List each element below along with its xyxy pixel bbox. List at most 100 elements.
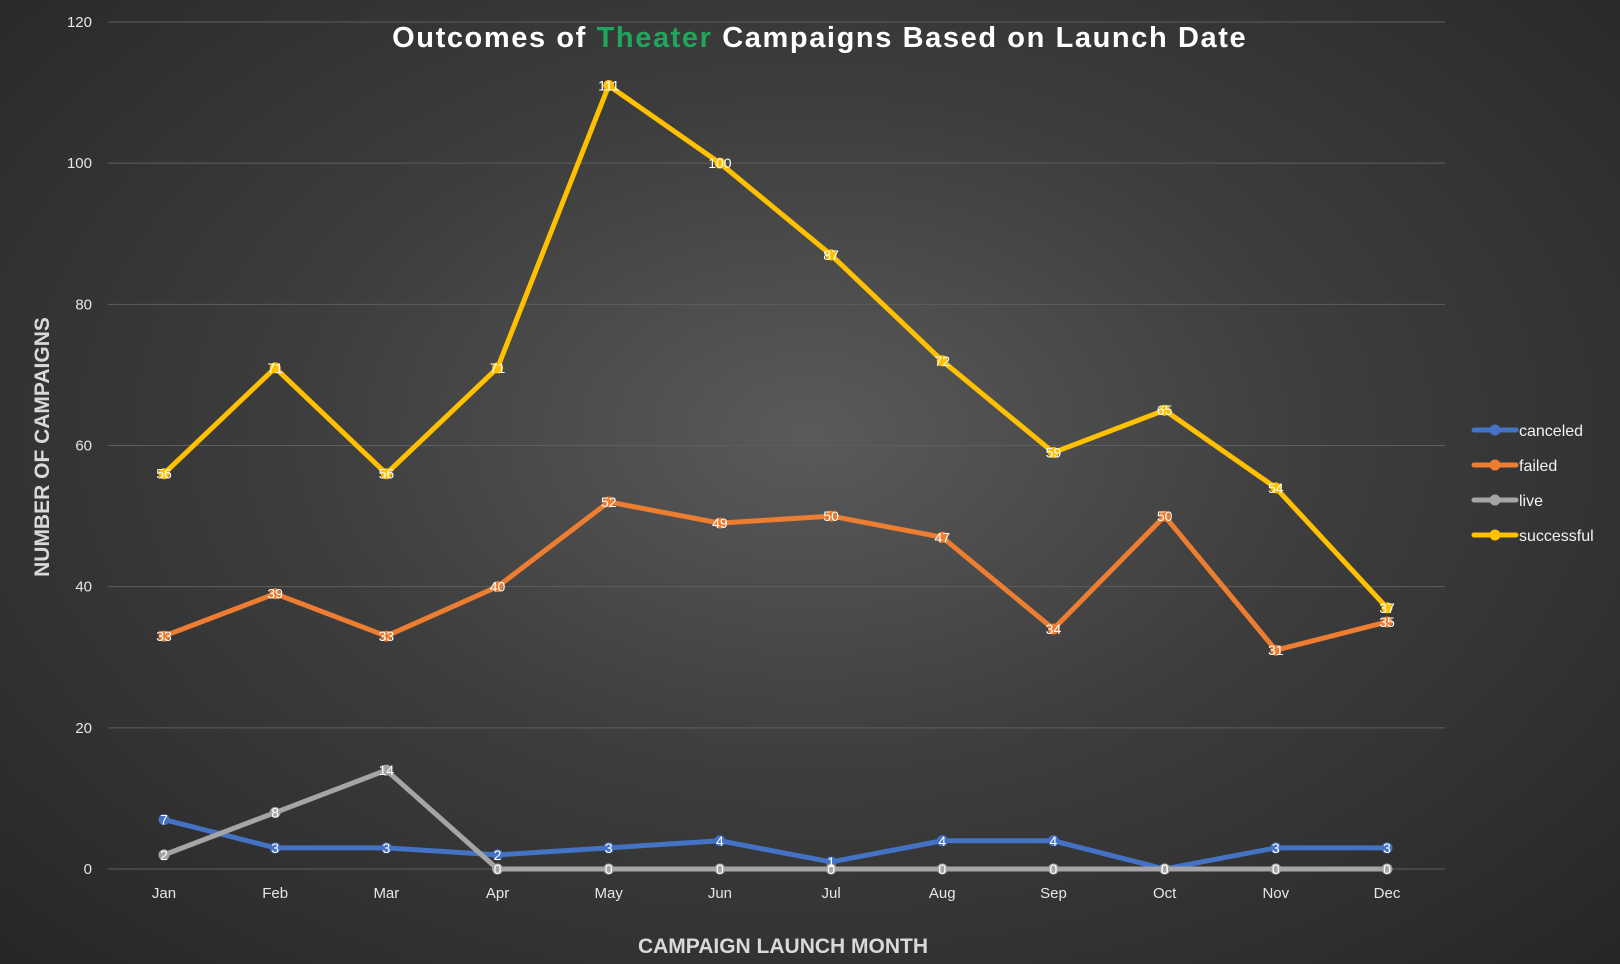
data-label-successful-may: 111	[598, 78, 619, 94]
data-point-successful-jun	[714, 157, 726, 169]
data-point-live-dec	[1381, 863, 1393, 875]
x-axis-title: CAMPAIGN LAUNCH MONTH	[638, 935, 928, 958]
x-tick-label-jul: Jul	[821, 885, 840, 902]
data-point-canceled-mar	[380, 842, 392, 854]
legend-marker-canceled	[1489, 424, 1501, 436]
chart-title: Outcomes of Theater Campaigns Based on L…	[324, 22, 1295, 54]
data-label-successful-dec: 37	[1379, 600, 1395, 616]
series-canceled	[158, 814, 1393, 875]
data-point-live-jun	[714, 863, 726, 875]
data-point-live-sep	[1047, 863, 1059, 875]
data-point-successful-apr	[492, 362, 504, 374]
y-tick-label-60: 60	[75, 438, 92, 455]
x-tick-label-aug: Aug	[929, 885, 956, 902]
data-label-successful-sep: 59	[1046, 445, 1062, 461]
data-point-failed-dec	[1381, 616, 1393, 628]
data-label-failed-jun: 49	[712, 515, 728, 531]
series-lines	[158, 80, 1393, 875]
series-line-failed	[161, 499, 1390, 653]
data-point-live-may	[603, 863, 615, 875]
data-point-canceled-sep	[1047, 835, 1059, 847]
data-label-live-nov: 0	[1272, 861, 1280, 877]
data-point-canceled-jun	[714, 835, 726, 847]
data-label-failed-aug: 47	[934, 529, 950, 545]
data-point-failed-nov	[1270, 644, 1282, 656]
x-tick-label-mar: Mar	[373, 885, 399, 902]
legend-item-successful: successful	[1471, 528, 1594, 545]
data-label-canceled-jul: 1	[827, 854, 835, 870]
data-label-live-jul: 0	[827, 861, 835, 877]
data-point-successful-aug	[936, 355, 948, 367]
data-point-live-mar	[380, 764, 392, 776]
data-point-failed-apr	[492, 581, 504, 593]
series-line-canceled	[161, 817, 1390, 872]
data-label-failed-may: 52	[601, 494, 617, 510]
data-label-failed-jul: 50	[823, 508, 839, 524]
data-point-successful-oct	[1159, 404, 1171, 416]
data-point-failed-jun	[714, 517, 726, 529]
data-point-canceled-jan	[158, 814, 170, 826]
series-live	[158, 764, 1393, 875]
x-tick-label-oct: Oct	[1153, 885, 1177, 902]
data-point-live-feb	[269, 807, 281, 819]
data-label-failed-nov: 31	[1268, 642, 1284, 658]
data-point-successful-jan	[158, 468, 170, 480]
y-axis-ticks: 0 20 40 60 80 100 120	[67, 14, 92, 878]
data-label-failed-oct: 50	[1157, 508, 1173, 524]
data-point-failed-sep	[1047, 623, 1059, 635]
x-tick-label-jan: Jan	[152, 885, 176, 902]
data-point-canceled-dec	[1381, 842, 1393, 854]
data-point-failed-may	[603, 496, 615, 508]
data-label-canceled-jun: 4	[716, 833, 724, 849]
legend-label-failed: failed	[1519, 458, 1557, 475]
legend-marker-live	[1489, 494, 1501, 506]
data-label-successful-jun: 100	[708, 155, 732, 171]
y-tick-label-120: 120	[67, 14, 92, 31]
data-point-canceled-feb	[269, 842, 281, 854]
data-point-successful-feb	[269, 362, 281, 374]
data-label-canceled-apr: 2	[494, 847, 502, 863]
data-point-successful-jul	[825, 249, 837, 261]
legend-item-failed: failed	[1471, 458, 1557, 475]
data-point-failed-jul	[825, 510, 837, 522]
data-label-canceled-dec: 3	[1383, 840, 1391, 856]
data-label-live-dec: 0	[1383, 861, 1391, 877]
data-label-failed-apr: 40	[490, 579, 506, 595]
data-point-live-aug	[936, 863, 948, 875]
series-line-live	[161, 767, 1390, 872]
legend-label-successful: successful	[1519, 528, 1594, 545]
x-tick-label-feb: Feb	[262, 885, 288, 902]
data-point-live-jul	[825, 863, 837, 875]
legend-marker-successful	[1489, 529, 1501, 541]
data-point-failed-oct	[1159, 510, 1171, 522]
data-label-canceled-mar: 3	[382, 840, 390, 856]
x-tick-label-jun: Jun	[708, 885, 732, 902]
data-point-failed-aug	[936, 531, 948, 543]
data-point-successful-dec	[1381, 602, 1393, 614]
data-label-canceled-may: 3	[605, 840, 613, 856]
data-point-live-nov	[1270, 863, 1282, 875]
legend: canceled failed live successful	[1471, 423, 1594, 545]
chart-title-highlight: Theater	[597, 22, 713, 54]
legend-label-canceled: canceled	[1519, 423, 1583, 440]
data-label-successful-feb: 71	[267, 360, 283, 376]
data-label-live-sep: 0	[1050, 861, 1058, 877]
y-tick-label-20: 20	[75, 720, 92, 737]
data-label-canceled-sep: 4	[1050, 833, 1058, 849]
data-label-canceled-nov: 3	[1272, 840, 1280, 856]
data-label-live-oct: 0	[1161, 861, 1169, 877]
data-label-live-aug: 0	[938, 861, 946, 877]
chart-title-prefix: Outcomes of	[392, 22, 597, 54]
data-label-successful-apr: 71	[490, 360, 506, 376]
data-label-live-may: 0	[605, 861, 613, 877]
y-tick-label-80: 80	[75, 296, 92, 313]
data-label-live-jan: 2	[160, 847, 168, 863]
data-point-canceled-nov	[1270, 842, 1282, 854]
x-tick-label-may: May	[595, 885, 624, 902]
data-point-live-apr	[492, 863, 504, 875]
y-tick-label-0: 0	[84, 861, 92, 878]
legend-label-live: live	[1519, 493, 1543, 510]
gridlines	[108, 21, 1445, 870]
